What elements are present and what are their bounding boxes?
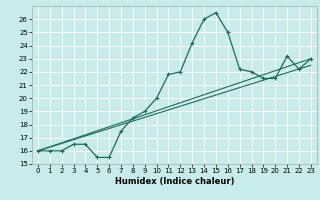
X-axis label: Humidex (Indice chaleur): Humidex (Indice chaleur)	[115, 177, 234, 186]
